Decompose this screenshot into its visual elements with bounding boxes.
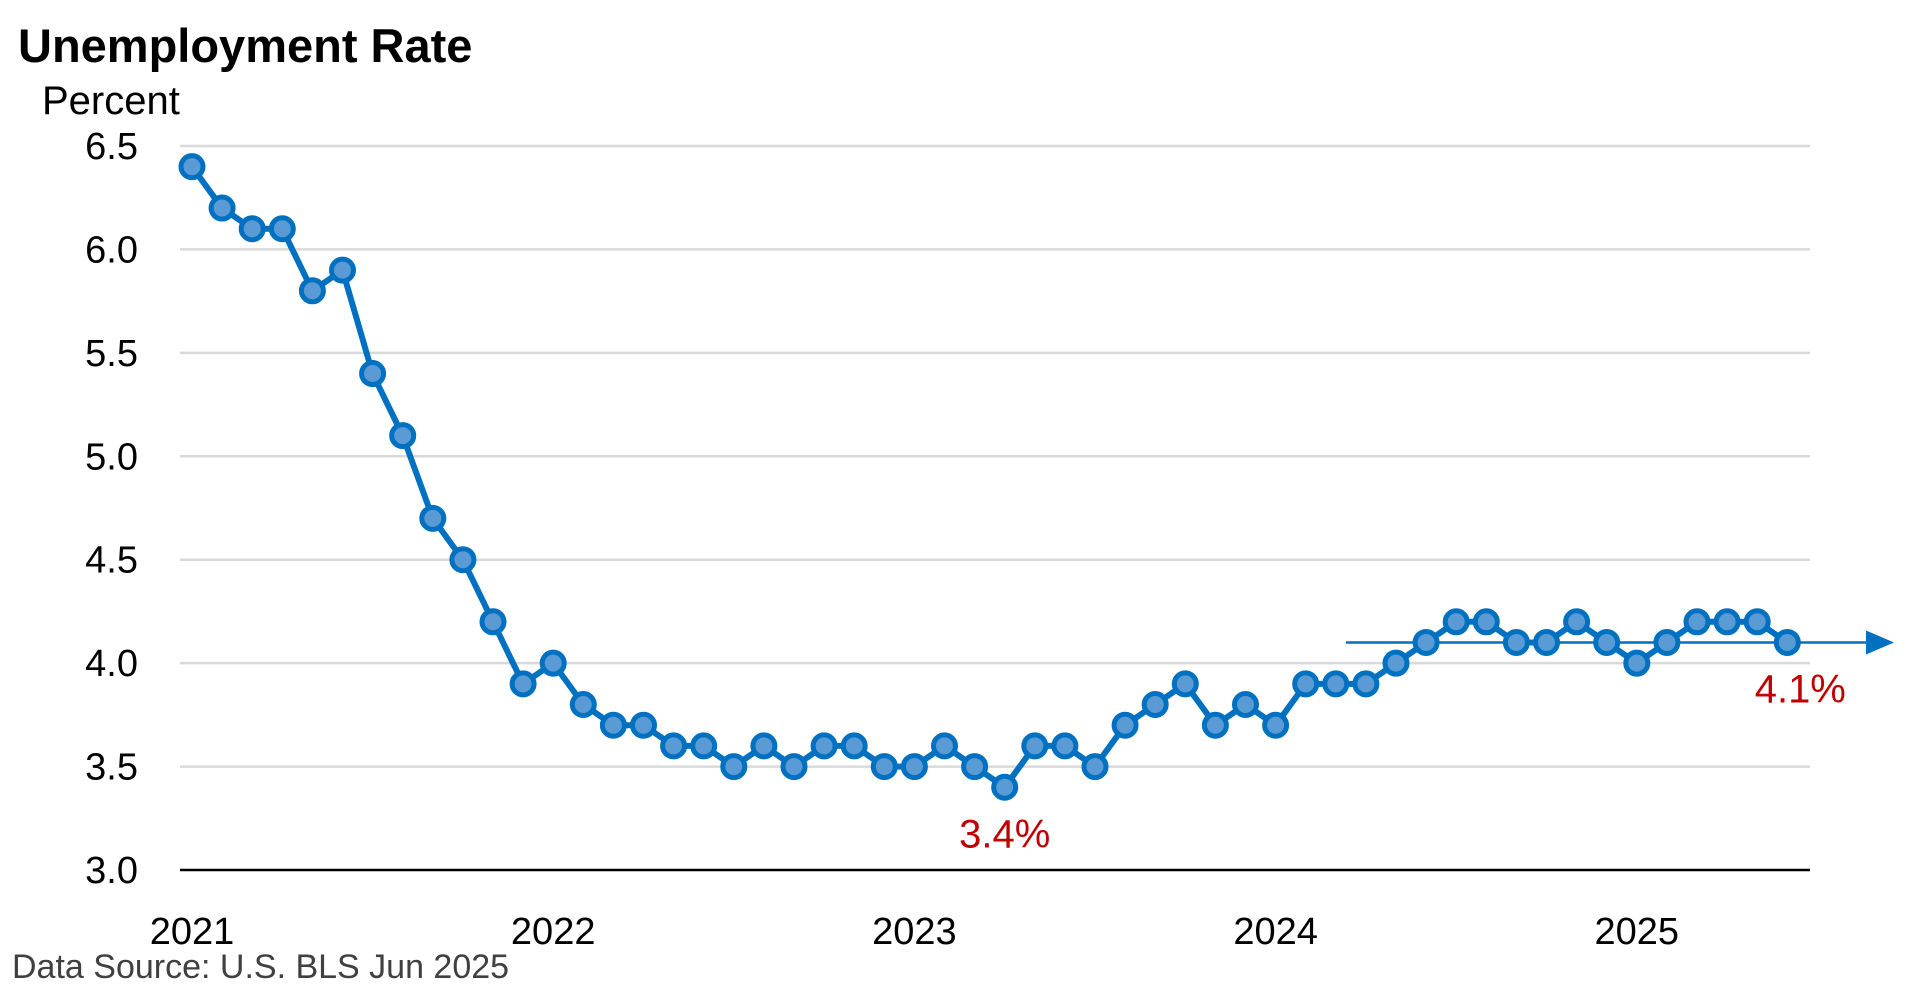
data-point [359, 360, 387, 388]
y-tick-label: 6.5 [85, 126, 138, 168]
data-point [750, 732, 778, 760]
data-point [1442, 608, 1470, 636]
data-point [389, 422, 417, 450]
data-point [1322, 670, 1350, 698]
data-point [1713, 608, 1741, 636]
data-point [900, 753, 928, 781]
data-point [840, 732, 868, 760]
data-point [479, 608, 507, 636]
data-point [1201, 711, 1229, 739]
annotation-label: 4.1% [1755, 667, 1846, 711]
data-point [1051, 732, 1079, 760]
data-point [449, 546, 477, 574]
data-point [1111, 711, 1139, 739]
data-point [780, 753, 808, 781]
data-point [1773, 628, 1801, 656]
data-point [329, 256, 356, 284]
y-tick-label: 4.5 [85, 540, 138, 582]
reference-arrow-head [1866, 630, 1894, 655]
data-point [1593, 628, 1621, 656]
y-axis-unit-label: Percent [42, 79, 180, 123]
data-point [1232, 691, 1259, 719]
data-point [1171, 670, 1199, 698]
data-point [1623, 649, 1651, 677]
unemployment-line [189, 164, 1789, 791]
data-point [690, 732, 718, 760]
annotations: 3.4% 4.1% [959, 667, 1846, 856]
series-line [189, 164, 1789, 791]
data-point [630, 711, 657, 739]
y-tick-label: 6.0 [85, 229, 138, 271]
data-point [660, 732, 688, 760]
data-point [1021, 732, 1049, 760]
data-point [1412, 628, 1440, 656]
x-tick-label: 2025 [1595, 911, 1680, 953]
data-point [1081, 753, 1109, 781]
data-point [1262, 711, 1290, 739]
data-point [569, 691, 597, 719]
data-points [178, 153, 1801, 801]
x-tick-label: 2022 [511, 911, 596, 953]
data-point [298, 277, 326, 305]
data-point [1352, 670, 1380, 698]
data-source-note: Data Source: U.S. BLS Jun 2025 [12, 948, 509, 986]
data-point [870, 753, 898, 781]
data-point [961, 753, 989, 781]
x-axis-tick-labels: 2021 2022 2023 2024 2025 [150, 911, 1679, 953]
data-point [991, 773, 1019, 801]
y-tick-label: 3.5 [85, 747, 138, 789]
data-point [509, 670, 537, 698]
x-tick-label: 2023 [872, 911, 957, 953]
annotation-label: 3.4% [959, 812, 1050, 856]
data-point [1472, 608, 1500, 636]
data-point [1141, 691, 1169, 719]
y-tick-label: 5.0 [85, 436, 138, 478]
data-point [1683, 608, 1711, 636]
data-point [1502, 628, 1530, 656]
data-point [238, 215, 266, 243]
data-point [1533, 628, 1560, 656]
chart-title: Unemployment Rate [18, 19, 472, 72]
data-point [539, 649, 567, 677]
data-point [931, 732, 958, 760]
x-tick-label: 2021 [150, 911, 235, 953]
data-point [1743, 608, 1771, 636]
data-point [1563, 608, 1591, 636]
x-tick-label: 2024 [1233, 911, 1318, 953]
data-point [178, 153, 206, 181]
y-tick-label: 5.5 [85, 333, 138, 375]
data-point [810, 732, 838, 760]
data-point [1382, 649, 1410, 677]
y-tick-label: 4.0 [85, 643, 138, 685]
data-point [720, 753, 748, 781]
data-point [208, 194, 236, 222]
data-point [1653, 628, 1681, 656]
data-point [599, 711, 627, 739]
data-point [268, 215, 296, 243]
y-axis-tick-labels: 3.0 3.5 4.0 4.5 5.0 5.5 6.0 6.5 [85, 126, 138, 892]
data-point [1292, 670, 1320, 698]
data-point [419, 504, 447, 532]
y-tick-label: 3.0 [85, 850, 138, 892]
